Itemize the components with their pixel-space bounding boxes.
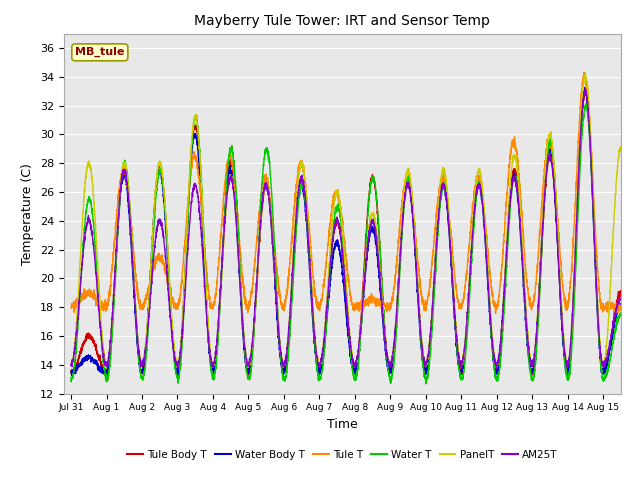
Water Body T	[581, 84, 589, 90]
Water Body T	[67, 371, 75, 376]
Tule T	[573, 174, 580, 180]
Tule T	[580, 70, 588, 75]
Tule T	[611, 311, 618, 316]
Water T	[467, 276, 474, 282]
Legend: Tule Body T, Water Body T, Tule T, Water T, PanelT, AM25T: Tule Body T, Water Body T, Tule T, Water…	[123, 445, 562, 464]
PanelT	[581, 72, 589, 77]
Tule Body T	[303, 215, 310, 220]
Water T	[67, 374, 75, 380]
PanelT	[600, 360, 608, 366]
Tule Body T	[328, 243, 336, 249]
Water T	[303, 210, 310, 216]
Tule T	[467, 231, 474, 237]
PanelT	[298, 161, 306, 167]
Water T	[617, 311, 625, 316]
Tule T	[617, 306, 625, 312]
Tule T	[303, 195, 310, 201]
Water Body T	[564, 374, 572, 380]
Water T	[573, 244, 580, 250]
Text: MB_tule: MB_tule	[75, 47, 125, 58]
Water T	[582, 101, 590, 107]
X-axis label: Time: Time	[327, 418, 358, 431]
Water Body T	[328, 259, 336, 264]
Water Body T	[600, 369, 608, 375]
Line: Tule Body T: Tule Body T	[71, 90, 621, 376]
Tule T	[600, 305, 608, 311]
PanelT	[102, 366, 110, 372]
Water Body T	[298, 184, 306, 190]
Tule Body T	[467, 264, 474, 270]
Water T	[422, 381, 429, 387]
Tule T	[298, 163, 306, 168]
AM25T	[617, 296, 625, 302]
Water T	[600, 377, 608, 383]
Line: PanelT: PanelT	[71, 74, 621, 369]
Water Body T	[617, 301, 625, 307]
Line: Water Body T: Water Body T	[71, 87, 621, 377]
Y-axis label: Temperature (C): Temperature (C)	[22, 163, 35, 264]
Line: Tule T: Tule T	[71, 72, 621, 313]
Tule Body T	[600, 371, 608, 376]
AM25T	[573, 218, 580, 224]
AM25T	[328, 240, 336, 246]
Tule Body T	[573, 222, 580, 228]
AM25T	[298, 178, 306, 184]
PanelT	[467, 258, 474, 264]
Water Body T	[303, 217, 310, 223]
Line: Water T: Water T	[71, 104, 621, 384]
Water Body T	[467, 264, 474, 269]
AM25T	[493, 366, 500, 372]
AM25T	[467, 263, 474, 268]
PanelT	[67, 360, 75, 366]
Tule T	[67, 304, 75, 310]
AM25T	[67, 361, 75, 367]
Line: AM25T: AM25T	[71, 89, 621, 369]
PanelT	[303, 198, 310, 204]
Water Body T	[573, 216, 580, 222]
Tule Body T	[298, 182, 306, 188]
Tule Body T	[67, 369, 75, 374]
PanelT	[617, 148, 625, 154]
Tule T	[328, 202, 336, 207]
Water T	[328, 237, 336, 243]
Title: Mayberry Tule Tower: IRT and Sensor Temp: Mayberry Tule Tower: IRT and Sensor Temp	[195, 14, 490, 28]
Water T	[298, 184, 306, 190]
AM25T	[303, 207, 310, 213]
PanelT	[573, 213, 580, 218]
AM25T	[582, 86, 589, 92]
Tule Body T	[582, 87, 589, 93]
Tule Body T	[617, 289, 625, 295]
PanelT	[328, 217, 336, 223]
Tule Body T	[103, 373, 111, 379]
AM25T	[600, 361, 608, 367]
